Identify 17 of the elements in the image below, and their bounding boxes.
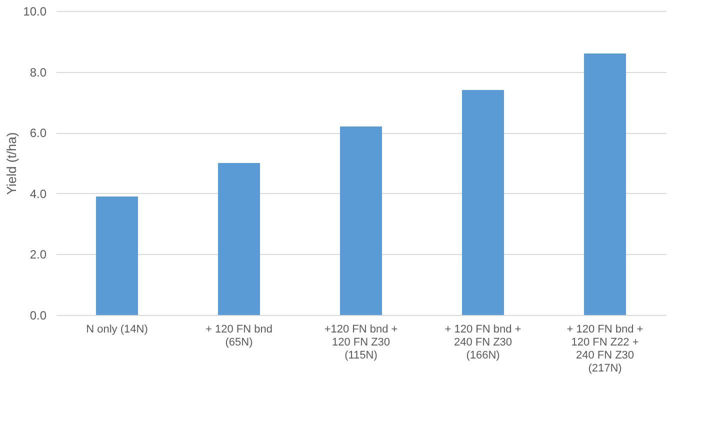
x-tick-label: + 120 FN bnd + 120 FN Z22 + 240 FN Z30 (217N) [566,324,644,374]
y-tick-label: 4.0 [30,186,47,201]
y-tick-label: 6.0 [30,126,47,140]
x-tick-label: N only (14N) [86,324,148,336]
y-tick-label: 2.0 [30,248,47,262]
bar [340,126,382,315]
y-tick-label: 0.0 [30,308,47,322]
y-tick-label: 10.0 [23,4,47,18]
bar [96,196,138,315]
x-tick-label: + 120 FN bnd + 240 FN Z30 (166N) [444,324,522,362]
x-tick-label: +120 FN bnd + 120 FN Z30 (115N) [324,324,398,362]
bar [218,163,260,315]
bar [584,54,626,315]
y-axis-title: Yield (t/ha) [4,132,20,195]
y-tick-label: 8.0 [30,65,47,80]
bar [462,90,504,315]
x-tick-label: + 120 FN bnd (65N) [206,324,272,348]
